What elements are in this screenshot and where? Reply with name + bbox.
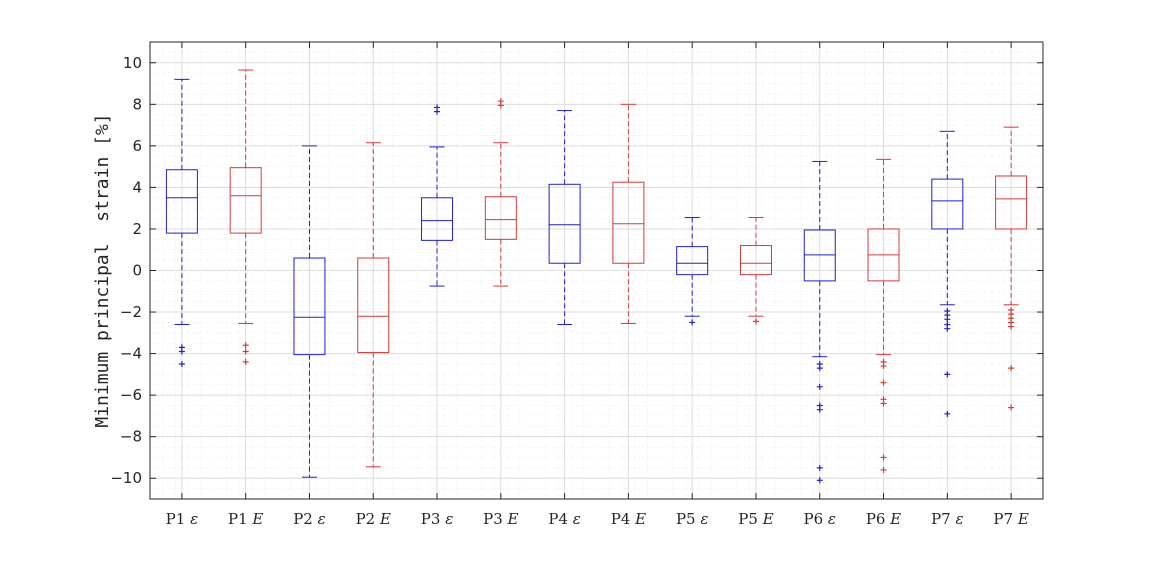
iqr-box — [995, 175, 1028, 230]
iqr-box — [803, 229, 836, 282]
y-tick-label: −4 — [120, 345, 142, 363]
outlier-point — [178, 360, 185, 367]
box-series — [165, 69, 1028, 484]
outlier-point — [178, 348, 185, 355]
x-tick-label: P4 E — [611, 510, 646, 528]
iqr-box — [548, 183, 581, 264]
outlier-point — [242, 358, 249, 365]
outlier-point — [880, 454, 887, 461]
iqr-box — [165, 169, 198, 234]
x-tick-label: P2 E — [356, 510, 391, 528]
x-tick-label: P6 ε — [804, 510, 836, 528]
box-p2-epsilon — [293, 145, 326, 478]
y-tick-label: −6 — [120, 386, 142, 404]
box-p5-epsilon — [676, 217, 709, 326]
outlier-point — [880, 400, 887, 407]
outlier-point — [1008, 323, 1015, 330]
x-tick-label: P1 E — [228, 510, 263, 528]
outlier-point — [880, 466, 887, 473]
box-p1-epsilon — [165, 78, 198, 367]
outlier-point — [816, 383, 823, 390]
y-tick-label: −10 — [110, 469, 142, 487]
y-tick-label: 6 — [132, 137, 142, 155]
box-p3-E — [484, 98, 517, 287]
outlier-point — [880, 379, 887, 386]
outlier-point — [1008, 365, 1015, 372]
outlier-point — [816, 464, 823, 471]
y-tick-label: 8 — [132, 95, 142, 113]
outlier-point — [434, 104, 441, 111]
y-tick-label: 0 — [132, 262, 142, 280]
outlier-point — [689, 319, 696, 326]
iqr-box — [421, 197, 454, 241]
outlier-point — [242, 348, 249, 355]
x-axis: P1 ε P1 E P2 ε P2 E P3 ε P3 E P4 ε P4 E P5 ε P5 E… — [166, 42, 1029, 528]
outlier-point — [944, 316, 951, 323]
box-p6-epsilon — [803, 160, 836, 484]
y-axis-label: Minimum principal strain [%] — [92, 113, 113, 427]
y-axis: −10 −8 −6 −4 −2 0 2 4 6 8 10 — [110, 54, 1043, 487]
outlier-point — [880, 363, 887, 370]
x-tick-label: P3 E — [483, 510, 518, 528]
x-tick-label: P1 ε — [166, 510, 198, 528]
x-tick-label: P5 ε — [676, 510, 708, 528]
outlier-point — [944, 325, 951, 332]
outlier-point — [752, 318, 759, 325]
outlier-point — [816, 477, 823, 484]
box-p2-E — [357, 142, 390, 468]
y-tick-label: −8 — [120, 428, 142, 446]
y-tick-label: 4 — [132, 178, 142, 196]
box-p6-E — [867, 158, 900, 473]
x-tick-label: P7 ε — [931, 510, 963, 528]
outlier-point — [497, 98, 504, 105]
y-tick-label: 2 — [132, 220, 142, 238]
outlier-point — [242, 342, 249, 349]
iqr-box — [357, 257, 390, 354]
y-tick-label: 10 — [123, 54, 142, 72]
box-p1-E — [229, 69, 262, 365]
box-p5-E — [739, 217, 772, 325]
iqr-box — [484, 196, 517, 240]
box-p3-epsilon — [421, 104, 454, 287]
iqr-box — [676, 246, 709, 276]
x-tick-label: P3 ε — [421, 510, 453, 528]
outlier-point — [944, 371, 951, 378]
x-tick-label: P6 E — [866, 510, 901, 528]
iqr-box — [931, 178, 964, 230]
iqr-box — [229, 167, 262, 234]
outlier-point — [944, 410, 951, 417]
box-p7-E — [995, 126, 1028, 411]
y-tick-label: −2 — [120, 303, 142, 321]
outlier-point — [816, 406, 823, 413]
iqr-box — [739, 245, 772, 276]
x-tick-label: P7 E — [993, 510, 1028, 528]
x-tick-label: P2 ε — [293, 510, 325, 528]
box-p4-E — [612, 103, 645, 324]
outlier-point — [816, 365, 823, 372]
box-p4-epsilon — [548, 110, 581, 326]
iqr-box — [293, 257, 326, 356]
x-tick-label: P4 ε — [548, 510, 580, 528]
outlier-point — [1008, 404, 1015, 411]
x-tick-label: P5 E — [738, 510, 773, 528]
iqr-box — [612, 181, 645, 264]
box-p7-epsilon — [931, 130, 964, 417]
